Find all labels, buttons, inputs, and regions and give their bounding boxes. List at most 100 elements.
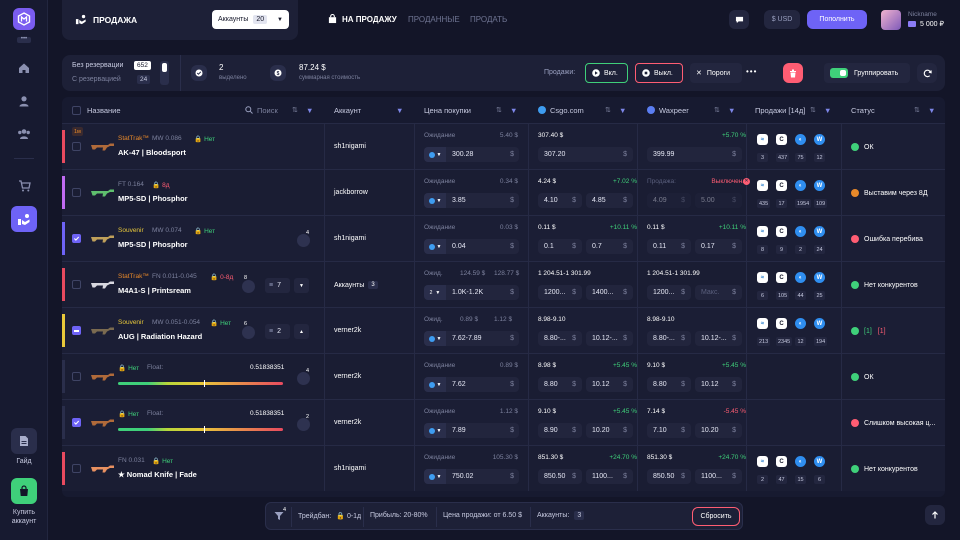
avatar[interactable]	[881, 10, 901, 30]
buy-market-select[interactable]: ▼	[424, 377, 446, 392]
buy-market-select[interactable]: ▼	[424, 147, 446, 162]
filter-icon[interactable]: ▼	[824, 105, 832, 115]
filter-icon[interactable]: ▼	[728, 105, 736, 115]
select-all-checkbox[interactable]	[72, 106, 81, 115]
waxpeer-min-input[interactable]: 399.99 $	[647, 147, 742, 162]
account-name[interactable]: verner2k	[334, 373, 361, 380]
buy-market-select[interactable]: ▼	[424, 423, 446, 438]
filter-icon[interactable]: ▼	[396, 105, 404, 115]
sort-icon[interactable]: ⇅	[714, 107, 720, 114]
csgo-min-input[interactable]: 8.80-... $	[538, 331, 582, 346]
filter-profit[interactable]: Прибыль: 20-80%	[370, 512, 428, 519]
scroll-top-button[interactable]	[925, 505, 945, 525]
csgo-min-input[interactable]: 8.90 $	[538, 423, 582, 438]
waxpeer-min-input[interactable]: 0.11 $	[647, 239, 691, 254]
waxpeer-max-input[interactable]: 10.12-... $	[695, 331, 742, 346]
csgo-min-input[interactable]: 8.80 $	[538, 377, 582, 392]
table-row[interactable]: FN 0.031 🔒 Нет ★ Nomad Knife | Fade sh1nigam…	[62, 445, 945, 491]
currency-button[interactable]: $ USD	[764, 10, 800, 29]
csgo-min-input[interactable]: 0.1 $	[538, 239, 582, 254]
row-checkbox[interactable]	[72, 280, 81, 289]
group-toggle[interactable]: Группировать	[824, 63, 910, 83]
account-name[interactable]: jackborrow	[334, 189, 368, 196]
account-name[interactable]: verner2k	[334, 419, 361, 426]
buy-price-input[interactable]: ▼ 7.89 $	[424, 423, 519, 438]
account-name[interactable]: sh1nigami	[334, 465, 366, 472]
table-row[interactable]: 🔒 Нет Float: 0.51838351 2 verner2k Ожидание 1.1…	[62, 399, 945, 445]
tab-sold[interactable]: ПРОДАННЫЕ	[408, 15, 460, 24]
buy-price-input[interactable]: 2 ▼ 1.0K-1.2K $	[424, 285, 519, 300]
buy-market-select[interactable]: 2 ▼	[424, 285, 446, 300]
more-options-icon[interactable]: •••	[746, 67, 758, 76]
col-status-header[interactable]: Статус	[851, 105, 875, 115]
buy-price-input[interactable]: ▼ 7.62 $	[424, 377, 519, 392]
buy-price-input[interactable]: ▼ 3.85 $	[424, 193, 519, 208]
table-row[interactable]: FT 0.164 🔒 8д MP5-SD | Phosphor jackborrow Ож…	[62, 169, 945, 215]
thresholds-button[interactable]: ✕ Пороги	[690, 63, 742, 83]
csgo-max-input[interactable]: 10.20 $	[586, 423, 633, 438]
sort-icon[interactable]: ⇅	[914, 107, 920, 114]
table-row[interactable]: Souvenir MW 0.051-0.054 🔒 Нет AUG | Radiatio…	[62, 307, 945, 353]
stack-count[interactable]: ≡ 2	[265, 324, 290, 339]
filter-icon[interactable]: ▼	[928, 105, 936, 115]
csgo-max-input[interactable]: 4.85 $	[586, 193, 633, 208]
waxpeer-max-input[interactable]: 5.00 $	[695, 193, 742, 208]
row-checkbox[interactable]	[72, 234, 81, 243]
csgo-max-input[interactable]: 1100... $	[586, 469, 633, 484]
row-checkbox[interactable]	[72, 372, 81, 381]
csgo-min-input[interactable]: 850.50 $	[538, 469, 582, 484]
expand-button[interactable]: ▼	[294, 278, 309, 293]
row-checkbox[interactable]	[72, 188, 81, 197]
guide-icon[interactable]	[11, 428, 37, 454]
stickers-icon[interactable]	[297, 372, 310, 385]
table-row[interactable]: StatTrak™ FN 0.011-0.045 🔒 0-8д M4A1-S | Pri…	[62, 261, 945, 307]
home-icon[interactable]	[13, 57, 35, 79]
col-name-header[interactable]: Название	[87, 105, 121, 115]
cart-icon[interactable]	[13, 175, 35, 197]
csgo-max-input[interactable]: 10.12-... $	[586, 331, 633, 346]
table-row[interactable]: 1м StatTrak™ MW 0.086 🔒 Нет AK-47 | Bloodspor…	[62, 123, 945, 169]
filter-tradeban[interactable]: Трейдбан: 🔒 0-1д	[298, 512, 361, 521]
waxpeer-max-input[interactable]: Макс. $	[695, 285, 742, 300]
delete-button[interactable]	[783, 63, 803, 83]
col-waxpeer-header[interactable]: Waxpeer	[647, 97, 689, 123]
sales-on-button[interactable]: Вкл.	[585, 63, 628, 83]
buy-price-input[interactable]: ▼ 750.02 $	[424, 469, 519, 484]
user-icon[interactable]	[13, 90, 35, 112]
csgo-min-input[interactable]: 307.20 $	[538, 147, 633, 162]
stack-count[interactable]: ≡ 7	[265, 278, 290, 293]
filter-icon[interactable]: ▼	[619, 105, 627, 115]
buy-price-input[interactable]: ▼ 7.62-7.89 $	[424, 331, 519, 346]
sort-icon[interactable]: ⇅	[496, 107, 502, 114]
table-row[interactable]: Souvenir MW 0.074 🔒 Нет MP5-SD | Phosphor 4 sh…	[62, 215, 945, 261]
account-name[interactable]: Аккаунты 3	[334, 281, 378, 289]
filter-funnel-icon[interactable]	[274, 511, 284, 521]
waxpeer-min-input[interactable]: 1200... $	[647, 285, 691, 300]
row-checkbox[interactable]	[72, 142, 81, 151]
stickers-icon[interactable]	[242, 280, 255, 293]
filter-accounts[interactable]: Аккаунты: 3	[537, 511, 585, 520]
expand-button[interactable]: ▲	[294, 324, 309, 339]
buy-account-label[interactable]: Купить аккаунт	[0, 508, 48, 526]
col-sales-header[interactable]: Продажи [14д]	[755, 105, 806, 115]
stickers-icon[interactable]	[297, 418, 310, 431]
waxpeer-min-input[interactable]: 4.09 $	[647, 193, 691, 208]
csgo-max-input[interactable]: 0.7 $	[586, 239, 633, 254]
buy-price-input[interactable]: ▼ 0.04 $	[424, 239, 519, 254]
nickname[interactable]: Nickname	[908, 11, 937, 18]
refresh-button[interactable]	[917, 63, 937, 83]
csgo-max-input[interactable]: 10.12 $	[586, 377, 633, 392]
waxpeer-min-input[interactable]: 8.80-... $	[647, 331, 691, 346]
table-row[interactable]: 🔒 Нет Float: 0.51838351 4 verner2k Ожидание 0.8…	[62, 353, 945, 399]
logo-icon[interactable]	[13, 8, 35, 30]
buy-market-select[interactable]: ▼	[424, 193, 446, 208]
tab-sell[interactable]: ПРОДАТЬ	[470, 15, 508, 24]
topup-button[interactable]: Пополнить	[807, 10, 867, 29]
csgo-min-input[interactable]: 1200... $	[538, 285, 582, 300]
waxpeer-max-input[interactable]: 10.12 $	[695, 377, 742, 392]
search-field[interactable]: Поиск	[245, 97, 278, 123]
account-name[interactable]: verner2k	[334, 327, 361, 334]
csgo-max-input[interactable]: 1400... $	[586, 285, 633, 300]
buy-account-icon[interactable]	[11, 478, 37, 504]
filter-icon[interactable]: ▼	[510, 105, 518, 115]
